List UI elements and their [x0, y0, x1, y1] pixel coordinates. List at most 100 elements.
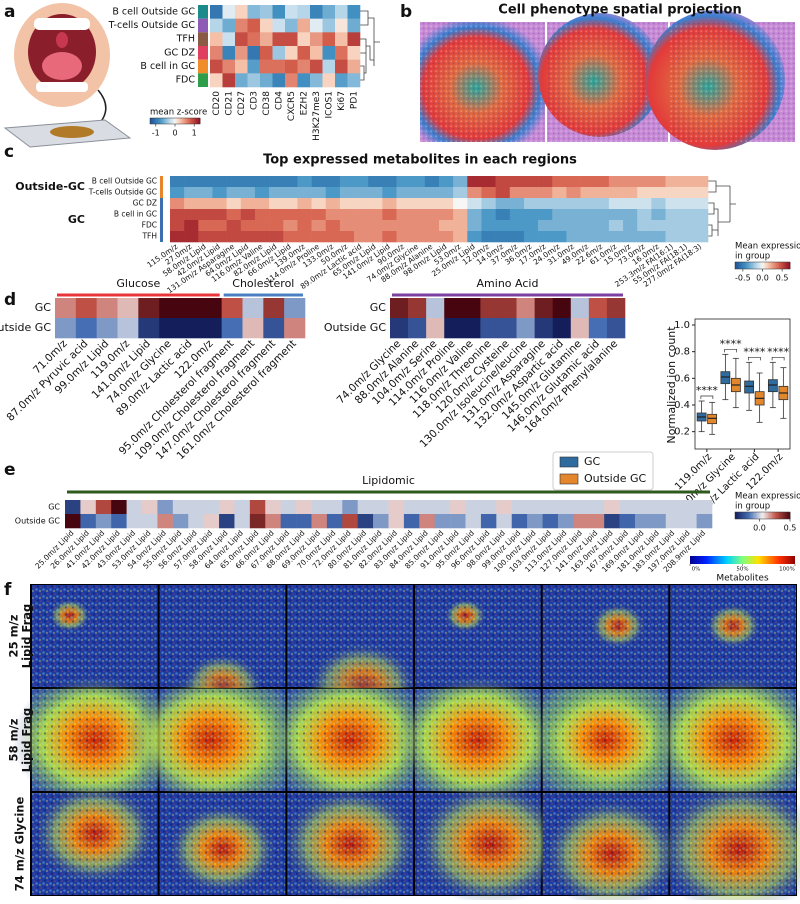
heatmap-cell — [184, 187, 199, 199]
heatmap-cell — [388, 500, 405, 515]
row-color — [198, 32, 208, 46]
heatmap-cell — [198, 220, 213, 232]
colorbar-step — [766, 512, 769, 519]
heatmap-cell — [557, 500, 574, 515]
heatmap-cell — [623, 220, 638, 232]
heatmap-cell — [347, 59, 361, 74]
heatmap-cell — [509, 220, 525, 232]
heatmap-cell — [297, 176, 312, 188]
dendrogram — [360, 10, 380, 81]
colorbar-step — [150, 118, 152, 124]
colorbar-label: in group — [735, 252, 770, 262]
colorbar-tick-label: 100% — [779, 567, 795, 573]
colorbar-step — [779, 262, 781, 269]
heatmap-cell — [604, 514, 620, 529]
row-label: B cell Outside GC — [92, 177, 157, 186]
heatmap-cell — [481, 220, 496, 232]
heatmap-cell — [534, 318, 553, 339]
colorbar-step — [788, 512, 791, 519]
heatmap-cell — [219, 514, 235, 529]
colorbar-step — [166, 118, 168, 124]
heatmap-cell — [453, 198, 468, 210]
row-label: GC — [370, 301, 387, 314]
heatmap-cell — [272, 5, 286, 19]
heatmap-cell — [594, 198, 610, 210]
heatmap-cell — [325, 187, 341, 199]
heatmap-cell — [368, 220, 383, 232]
colorbar-step — [754, 512, 757, 519]
heatmap-cell — [170, 231, 185, 243]
heatmap-cell — [117, 318, 139, 339]
heatmap-cell — [226, 176, 242, 188]
heatmap-cell — [203, 514, 220, 529]
colorbar-step — [161, 118, 163, 124]
legend-swatch — [559, 456, 579, 468]
heatmap-cell — [247, 59, 261, 74]
heatmap-cell — [285, 46, 298, 60]
heatmap-cell — [373, 514, 389, 529]
heatmap-cell — [180, 298, 202, 319]
heatmap-cell — [542, 500, 559, 515]
heatmap-cell — [498, 298, 517, 319]
heatmap-cell — [311, 198, 327, 210]
heatmap-cell — [198, 231, 213, 243]
plot-frame — [694, 318, 791, 450]
heatmap-cell — [623, 198, 638, 210]
colorbar-frame — [734, 511, 791, 520]
heatmap-cell — [681, 514, 697, 529]
heatmap-cell — [311, 500, 328, 515]
heatmap-cell — [388, 514, 405, 529]
row-label: B cell Outside GC — [112, 6, 195, 17]
heatmap-cell — [467, 187, 482, 199]
colorbar-step — [737, 512, 740, 519]
heatmap-cell — [339, 220, 355, 232]
heatmap-cell — [637, 176, 652, 188]
heatmap-cell — [467, 176, 482, 188]
colorbar-step — [191, 118, 193, 124]
heatmap-cell — [226, 231, 242, 243]
heatmap-cell — [347, 5, 361, 19]
heatmap-cell — [693, 198, 709, 210]
heatmap-cell — [272, 32, 286, 47]
colorbar-step — [736, 262, 739, 269]
heatmap-cell — [368, 187, 383, 199]
heatmap-cell — [280, 514, 297, 529]
heatmap-cell — [619, 500, 636, 515]
colorbar-step — [785, 512, 788, 519]
heatmap-cell — [538, 198, 553, 210]
ion-texture — [287, 793, 413, 895]
heatmap-cell — [96, 318, 118, 339]
heatmap-cell — [235, 5, 248, 19]
heatmap-cell — [354, 198, 369, 210]
colorbar-step — [162, 118, 165, 124]
heatmap-cell — [325, 176, 341, 188]
ion-texture — [670, 689, 796, 791]
heatmap-cell — [594, 220, 610, 232]
colorbar-step — [197, 118, 200, 124]
colorbar-step — [788, 262, 791, 269]
colorbar-step — [735, 262, 737, 269]
heatmap-cell — [623, 176, 638, 188]
heatmap-cell — [235, 18, 248, 33]
colorbar-step — [766, 262, 769, 269]
heatmap-cell — [157, 500, 174, 515]
colorbar-step — [757, 512, 759, 519]
heatmap-cell — [419, 514, 436, 529]
row-color — [198, 18, 208, 33]
heatmap-cell — [450, 514, 466, 529]
colorbar-step — [185, 118, 187, 124]
heatmap-cell — [65, 514, 81, 529]
colorbar-step — [743, 512, 746, 519]
heatmap-cell — [390, 318, 409, 339]
colorbar-step — [773, 262, 776, 269]
heatmap-cell — [665, 187, 680, 199]
heatmap-cell — [696, 500, 713, 515]
heatmap-cell — [623, 231, 638, 243]
heatmap-cell — [339, 176, 355, 188]
colorbar-step — [769, 512, 772, 519]
heatmap-cell — [269, 176, 284, 188]
row-label: GC DZ — [164, 47, 195, 58]
heatmap-cell — [542, 514, 559, 529]
colorbar-step — [765, 512, 768, 519]
colorbar-step — [740, 512, 743, 519]
